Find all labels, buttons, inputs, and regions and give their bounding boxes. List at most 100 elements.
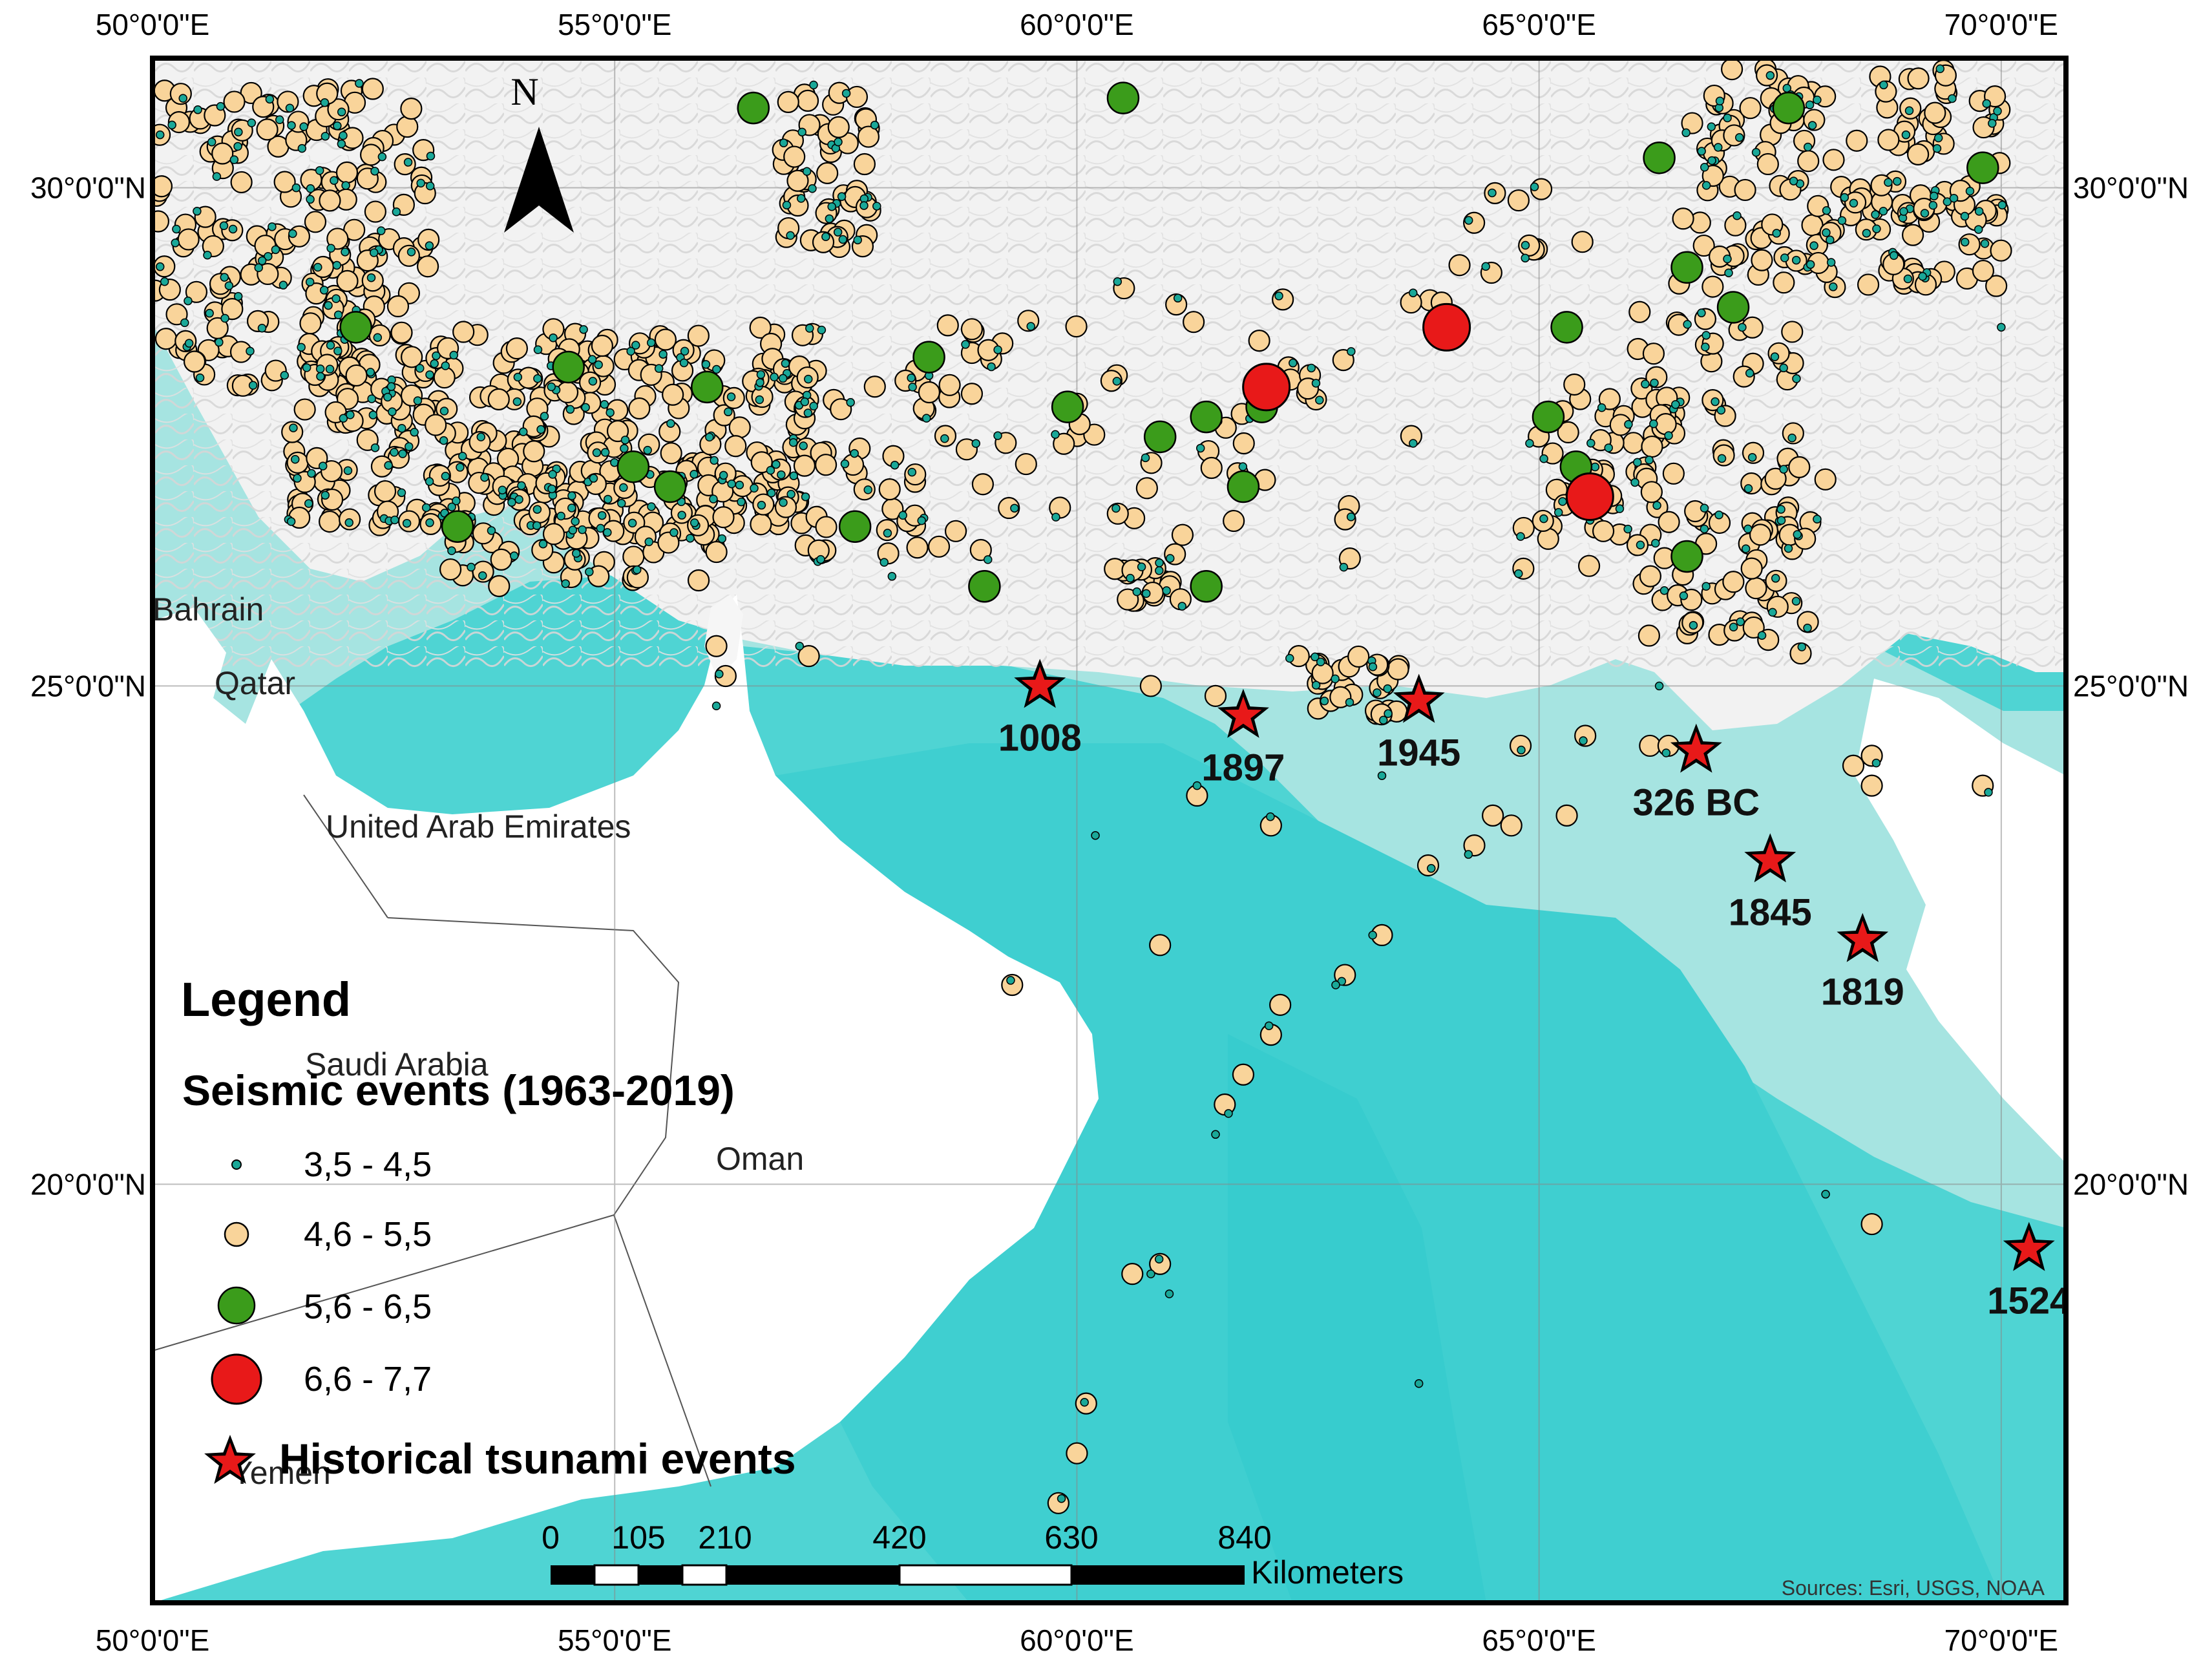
seismic-event-small (561, 579, 570, 588)
seismic-event-small (1747, 452, 1757, 462)
seismic-event-small (1113, 277, 1122, 286)
seismic-event-small (1006, 976, 1015, 985)
seismic-event-medium (396, 115, 419, 138)
seismic-event-medium (793, 454, 816, 477)
seismic-event-medium (1745, 577, 1767, 600)
seismic-event-medium (1248, 330, 1270, 352)
seismic-event-small (1604, 443, 1613, 452)
seismic-event-small (548, 470, 557, 479)
seismic-event-small (160, 277, 169, 286)
seismic-event-small (287, 121, 296, 130)
seismic-event-small (373, 333, 383, 342)
seismic-event-small (178, 94, 187, 103)
seismic-event-medium (1149, 934, 1172, 957)
seismic-event-small (789, 471, 799, 480)
seismic-event-small (392, 207, 401, 217)
country-borders (153, 794, 711, 1487)
seismic-event-small (799, 441, 808, 450)
seismic-event-small (863, 485, 873, 494)
seismic-event-medium (390, 321, 413, 344)
seismic-event-small (801, 492, 810, 502)
seismic-event-medium (256, 118, 279, 141)
seismic-event-small (425, 370, 434, 379)
seismic-event-small (406, 248, 416, 257)
seismic-event-small (369, 248, 379, 257)
seismic-event-small (805, 324, 814, 333)
seismic-event-small (1590, 462, 1600, 472)
seismic-event-medium (1183, 311, 1205, 333)
seismic-event-small (1803, 623, 1812, 633)
seismic-event-small (447, 502, 456, 512)
seismic-event-small (313, 262, 322, 272)
seismic-event-small (324, 301, 333, 310)
seismic-event-small (680, 346, 690, 356)
seismic-event-medium (452, 321, 475, 343)
seismic-event-small (627, 518, 637, 528)
seismic-event-small (786, 231, 795, 240)
seismic-event-large (1670, 251, 1703, 284)
seismic-event-small (439, 407, 449, 416)
seismic-event-small (1539, 514, 1548, 523)
seismic-event-medium (1311, 662, 1334, 684)
seismic-event-medium (177, 228, 200, 251)
seismic-event-small (410, 428, 419, 437)
seismic-event-medium (361, 78, 384, 100)
seismic-event-small (1821, 1190, 1830, 1199)
legend-swatch-large (217, 1286, 256, 1325)
seismic-event-small (220, 313, 229, 323)
seismic-event-small (257, 256, 267, 266)
seismic-event-medium (724, 435, 747, 458)
seismic-event-small (416, 178, 425, 188)
seismic-event-small (983, 555, 993, 564)
seismic-event-medium (1598, 388, 1621, 410)
seismic-event-medium (1272, 288, 1294, 311)
seismic-event-small (1316, 657, 1325, 667)
seismic-event-small (316, 372, 325, 381)
seismic-event-small (1010, 503, 1019, 513)
seismic-event-small (1809, 241, 1818, 250)
seismic-event-medium (326, 227, 349, 250)
seismic-event-small (1514, 569, 1523, 578)
longitude-label-bottom: 55°0'0"E (558, 1623, 672, 1657)
seismic-event-medium (938, 374, 961, 396)
legend-swatch-medium (224, 1221, 249, 1247)
scale-segment-7 (1071, 1565, 1245, 1585)
seismic-event-small (388, 407, 397, 416)
seismic-event-small (1920, 209, 1930, 218)
seismic-event-small (726, 392, 736, 401)
seismic-event-small (585, 567, 594, 576)
seismic-event-medium (185, 280, 208, 303)
seismic-event-large (552, 350, 585, 384)
seismic-event-small (439, 436, 448, 445)
tsunami-event: 1008 (998, 659, 1082, 759)
scale-tick-840: 840 (1217, 1519, 1271, 1556)
scale-segment-1 (551, 1565, 595, 1585)
seismic-event-medium (211, 142, 234, 165)
seismic-event-medium (335, 161, 359, 184)
seismic-event-medium (1563, 373, 1586, 396)
seismic-event-medium (628, 397, 651, 420)
seismic-event-small (781, 359, 790, 368)
seismic-event-small (167, 120, 176, 130)
seismic-event-small (370, 167, 379, 176)
seismic-event-small (1791, 255, 1801, 265)
legend-item-medium: 4,6 - 5,5 (304, 1215, 432, 1254)
seismic-event-small (1980, 239, 1990, 248)
seismic-event-small (1707, 122, 1716, 131)
seismic-event-large (968, 569, 1001, 603)
seismic-event-small (1701, 582, 1711, 591)
seismic-event-small (898, 511, 907, 520)
seismic-event-medium (705, 540, 728, 564)
seismic-event-small (1993, 107, 2002, 116)
seismic-event-small (1965, 186, 1975, 196)
seismic-event-small (1871, 210, 1880, 219)
seismic-event-small (1700, 524, 1709, 534)
seismic-event-small (1586, 438, 1596, 448)
seismic-event-medium (1860, 1212, 1883, 1236)
legend-title: Legend (181, 973, 351, 1026)
seismic-event-small (383, 392, 392, 402)
seismic-event-small (1132, 587, 1141, 597)
scale-segment-4 (681, 1564, 728, 1586)
seismic-event-small (1893, 176, 1902, 186)
